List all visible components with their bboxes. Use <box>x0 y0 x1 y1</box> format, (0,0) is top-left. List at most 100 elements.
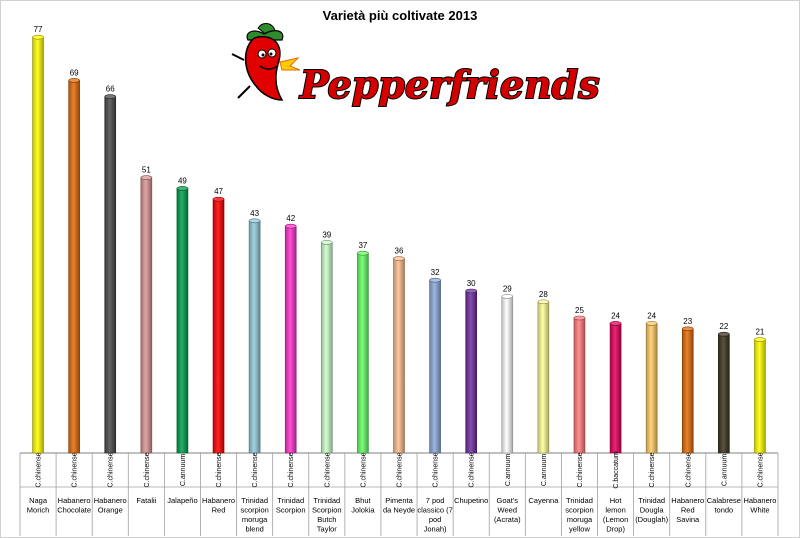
bar <box>609 323 622 454</box>
species-label: C.annuum <box>505 454 512 486</box>
species-label: C.chinense <box>324 452 331 487</box>
bar-cap <box>754 337 766 342</box>
bar-cap <box>609 321 622 326</box>
bar-cap <box>681 326 694 332</box>
bar <box>754 339 766 454</box>
data-label: 24 <box>611 311 620 320</box>
data-label: 42 <box>286 214 295 223</box>
data-label: 66 <box>106 85 115 94</box>
bars <box>32 34 766 454</box>
data-label: 32 <box>431 268 440 277</box>
tick-label: Habanero Red Savina <box>671 496 704 524</box>
chart-title: Varietà più coltivate 2013 <box>323 8 478 23</box>
data-label: 49 <box>178 176 187 185</box>
species-label: C.baccatum <box>613 451 620 489</box>
tick-label: Bhut Jolokia <box>351 496 375 515</box>
data-label: 37 <box>358 241 367 250</box>
bar <box>176 188 189 454</box>
tick-label: Hot lemon (Lemon Drop) <box>603 496 628 534</box>
tick-label: Trinidad Scorpion <box>276 496 306 515</box>
bar <box>357 252 369 454</box>
species-label: C.chinense <box>433 452 440 487</box>
tick-label: Habanero White <box>743 496 776 515</box>
species-label: C.chinense <box>649 452 656 487</box>
data-label: 21 <box>755 328 764 337</box>
data-label: 22 <box>719 322 728 331</box>
bar-cap <box>465 288 477 294</box>
species-label: C.chinense <box>36 452 43 487</box>
tick-label: Calabrese tondo <box>707 496 741 515</box>
species-label: C.chinense <box>288 452 295 487</box>
bar-cap <box>645 321 658 326</box>
bar <box>429 279 441 454</box>
species-label: C.chinense <box>757 452 764 487</box>
species-label: C.chinense <box>252 452 259 487</box>
data-label: 29 <box>503 284 512 293</box>
tick-label: Trinidad scorpion moruga blend <box>240 496 268 534</box>
bar <box>32 36 44 454</box>
category-labels: 77 C.chinense Naga Morich 69 C.chinense Habane… <box>27 25 777 533</box>
species-label: C.chinense <box>72 452 79 487</box>
bar-cap <box>248 218 261 224</box>
species-label: C.chinense <box>360 452 367 487</box>
bar-cap <box>573 315 586 321</box>
species-label: C.chinense <box>685 452 692 487</box>
bar-cap <box>176 186 189 191</box>
species-label: C.chinense <box>577 452 584 487</box>
bar-cap <box>212 196 225 202</box>
tick-label: Habanero Chocolate <box>57 496 91 515</box>
bar <box>140 177 153 454</box>
data-label: 69 <box>70 68 79 77</box>
bar-cap <box>284 223 297 229</box>
bar <box>248 220 261 454</box>
species-label: C.chinense <box>469 452 476 487</box>
tick-label: 7 pod classico (7 pod Jonah) <box>417 496 452 534</box>
bar <box>537 301 550 454</box>
chili-pepper-mascot-icon <box>231 23 301 101</box>
tick-label: Habanero Orange <box>94 496 127 515</box>
data-label: 47 <box>214 187 223 196</box>
data-label: 51 <box>142 166 151 175</box>
species-label: C.annuum <box>180 454 187 486</box>
bar <box>501 296 514 454</box>
data-label: 77 <box>34 25 43 34</box>
bar-cap <box>321 240 333 245</box>
bar-cap <box>32 34 44 40</box>
bar <box>681 328 694 454</box>
bar-cap <box>393 256 405 261</box>
bar-cap <box>501 294 514 299</box>
tick-label: Pimenta da Neyde <box>383 496 415 515</box>
species-label: C.chinense <box>108 452 115 487</box>
bar <box>284 225 297 454</box>
bar <box>393 258 405 454</box>
tick-label: Fatalii <box>136 496 156 505</box>
tick-label: Chupetino <box>454 496 488 505</box>
tick-label: Trinidad Dougla (Douglah) <box>635 496 668 524</box>
bar-cap <box>104 94 117 99</box>
bar-cap <box>429 277 441 283</box>
tick-label: Goat's Weed (Acrata) <box>494 496 521 524</box>
data-label: 39 <box>322 230 331 239</box>
bar-cap <box>140 175 153 180</box>
bar-cap <box>537 299 550 305</box>
data-label: 28 <box>539 290 548 299</box>
species-label: C.chinense <box>216 452 223 487</box>
data-label: 30 <box>467 279 476 288</box>
bar <box>465 290 477 454</box>
data-label: 43 <box>250 209 259 218</box>
bar <box>645 323 658 454</box>
tick-label: Trinidad scorpion moruga yellow <box>565 496 593 534</box>
tick-label: Trinidad Scorpion Butch Taylor <box>312 496 342 534</box>
species-label: C.annuum <box>541 454 548 486</box>
bar <box>321 242 333 454</box>
data-label: 23 <box>683 317 692 326</box>
logo-text: Pepperfriends <box>299 62 600 107</box>
bar <box>104 96 117 454</box>
logo: Pepperfriends <box>231 23 601 108</box>
bar <box>212 198 225 454</box>
bar <box>573 317 586 454</box>
bar-cap <box>357 250 369 256</box>
tick-label: Naga Morich <box>27 496 50 515</box>
species-label: C.chinense <box>397 452 404 487</box>
